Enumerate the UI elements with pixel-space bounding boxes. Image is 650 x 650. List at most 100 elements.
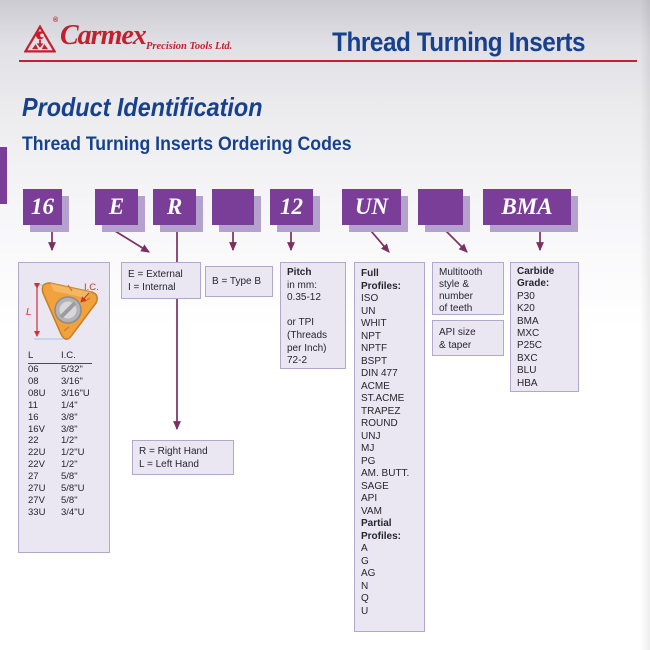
table-cell: 1/2" xyxy=(61,459,78,471)
note-line: G xyxy=(361,555,369,567)
table-row: 33U 3/4"U xyxy=(28,507,92,519)
code-box-pitch: 12 xyxy=(270,189,313,225)
note-line: E = External xyxy=(128,269,183,280)
table-cell: 08U xyxy=(28,387,46,399)
note-line: Profiles: xyxy=(361,280,402,292)
note-pitch: Pitch in mm: 0.35-12 or TPI (Threads per Inc… xyxy=(280,262,346,369)
note-line: TRAPEZ xyxy=(361,405,401,417)
table-cell: 5/8" xyxy=(61,471,78,483)
note-line: DIN 477 xyxy=(361,368,398,379)
note-line: U xyxy=(361,605,369,617)
note-line: R = Right Hand xyxy=(139,446,208,457)
dim-label-l: L xyxy=(26,307,32,318)
note-line: Pitch xyxy=(287,267,312,278)
arrow-multitooth xyxy=(445,230,468,253)
code-box-internal-external: E xyxy=(95,189,138,225)
carmex-triangle-icon xyxy=(24,24,56,53)
section-title: Product Identification xyxy=(22,92,263,122)
note-line: BMA xyxy=(517,315,539,327)
table-row: 22V 1/2" xyxy=(28,459,92,471)
note-line: BSPT xyxy=(361,355,388,367)
note-line: or TPI xyxy=(287,317,315,329)
code-box-type xyxy=(212,189,254,225)
note-line: API size xyxy=(439,327,476,338)
note-line: Profiles: xyxy=(361,530,402,542)
table-cell: 16V xyxy=(28,423,45,435)
note-profiles: Full Profiles: ISO UN WHIT NPT NPTF BSPT DIN 477… xyxy=(354,262,425,632)
table-cell: 3/8" xyxy=(61,411,78,423)
table-cell: 3/16"U xyxy=(61,387,90,399)
table-cell: 1/4" xyxy=(61,399,78,411)
note-line: I = Internal xyxy=(128,282,176,293)
insert-diagram: L I.C. xyxy=(26,282,99,340)
table-cell: 22U xyxy=(28,447,46,459)
table-row: 27U 5/8"U xyxy=(28,483,92,495)
table-cell: 16 xyxy=(28,411,39,423)
connector-arrows xyxy=(48,230,544,431)
code-box-profile: UN xyxy=(342,189,401,225)
table-cell: 27U xyxy=(28,483,46,495)
table-cell: 3/16" xyxy=(61,375,83,387)
note-line: Q xyxy=(361,593,369,604)
note-line: style & xyxy=(439,279,470,290)
note-carbide-grade: Carbide Grade: P30 K20 BMA MXC P25C BXC BLU HBA xyxy=(510,262,579,392)
section-subtitle: Thread Turning Inserts Ordering Codes xyxy=(22,134,352,155)
note-line: Carbide xyxy=(517,266,555,277)
size-table-header: L xyxy=(28,349,61,364)
table-cell: 11 xyxy=(28,399,38,411)
note-line: of teeth xyxy=(439,303,473,314)
note-line: AM. BUTT. xyxy=(361,468,410,479)
note-api-size: API size & taper xyxy=(432,320,504,356)
note-line: WHIT xyxy=(361,318,387,329)
arrow-profile xyxy=(370,230,390,253)
note-line: NPT xyxy=(361,330,381,342)
note-line: ST.ACME xyxy=(361,393,405,404)
carmex-logo: ® Carmex Precision Tools Ltd. xyxy=(24,17,254,63)
note-line: PG xyxy=(361,455,376,467)
table-row: 16V 3/8" xyxy=(28,424,92,436)
table-row: 08U 3/16"U xyxy=(28,388,92,400)
note-line: ISO xyxy=(361,293,379,304)
note-line: VAM xyxy=(361,505,382,517)
note-line: Partial xyxy=(361,518,392,529)
note-line: HBA xyxy=(517,377,538,389)
code-box-size: 16 xyxy=(23,189,62,225)
table-cell: 27V xyxy=(28,494,45,506)
table-cell: 3/4"U xyxy=(61,506,85,518)
note-line: 0.35-12 xyxy=(287,292,321,304)
dim-label-ic: I.C. xyxy=(84,282,99,293)
note-line: Grade: xyxy=(517,278,550,290)
note-line: P30 xyxy=(517,290,535,302)
page-title: Thread Turning Inserts xyxy=(332,27,585,57)
table-row: 08 3/16" xyxy=(28,376,92,388)
note-line: MXC xyxy=(517,328,540,340)
note-line: BXC xyxy=(517,352,538,364)
note-hand: R = Right Hand L = Left Hand xyxy=(132,440,234,475)
table-cell: 3/8" xyxy=(61,423,78,435)
note-line: BLU xyxy=(517,365,537,377)
note-type-b: B = Type B xyxy=(205,266,273,297)
note-line: B = Type B xyxy=(212,276,262,287)
table-cell: 08 xyxy=(28,375,39,387)
size-table: L I.C. 06 5/32" 08 3/16" 08U 3/16"U 11 1/4" 16 3/8"… xyxy=(28,349,92,519)
arrow-external xyxy=(114,230,150,253)
note-line: ROUND xyxy=(361,418,398,429)
note-line: ACME xyxy=(361,380,390,392)
note-line: UN xyxy=(361,305,376,317)
table-row: 16 3/8" xyxy=(28,412,92,424)
size-table-container: L I.C. 06 5/32" 08 3/16" 08U 3/16"U 11 1/4" 16 3/8"… xyxy=(19,349,109,519)
note-line: K20 xyxy=(517,303,535,315)
table-cell: 5/8" xyxy=(61,494,78,506)
table-cell: 1/2" xyxy=(61,435,78,447)
table-cell: 33U xyxy=(28,506,46,518)
table-cell: 06 xyxy=(28,364,39,375)
table-cell: 22 xyxy=(28,435,39,447)
table-row: 11 1/4" xyxy=(28,400,92,412)
note-line xyxy=(287,305,345,318)
code-box-hand: R xyxy=(153,189,196,225)
table-cell: 5/32" xyxy=(61,364,83,375)
code-box-grade: BMA xyxy=(483,189,571,225)
accent-strip xyxy=(0,147,7,204)
note-line: SAGE xyxy=(361,480,389,492)
table-cell: 5/8"U xyxy=(61,483,85,495)
